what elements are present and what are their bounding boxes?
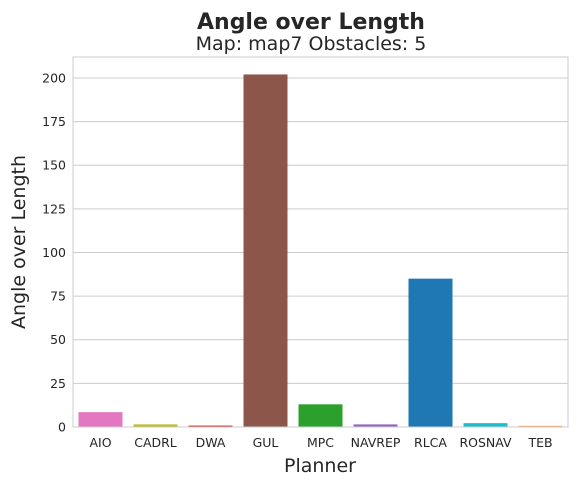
chart-subtitle: Map: map7 Obstacles: 5	[196, 33, 427, 55]
y-tick-label: 100	[42, 245, 66, 260]
y-tick-label: 200	[42, 70, 66, 85]
bar-teb	[518, 425, 563, 427]
bar-mpc	[298, 404, 343, 427]
y-tick-label: 0	[58, 420, 66, 435]
y-tick-label: 50	[50, 332, 66, 347]
x-tick-label-cadrl: CADRL	[134, 435, 177, 450]
bars	[78, 74, 563, 428]
bar-navrep	[353, 424, 398, 427]
chart-title: Angle over Length	[197, 10, 425, 35]
y-tick-label: 125	[42, 201, 66, 216]
x-tick-label-gul: GUL	[253, 435, 279, 450]
plot-frame	[72, 56, 569, 428]
bar-gul	[243, 74, 288, 428]
bar-dwa	[188, 425, 233, 427]
x-tick-label-rlca: RLCA	[414, 435, 447, 450]
y-tick-label: 175	[42, 114, 66, 129]
bar-rosnav	[463, 423, 508, 427]
x-tick-label-navrep: NAVREP	[351, 435, 401, 450]
x-axis-label: Planner	[284, 455, 356, 477]
x-tick-labels: AIO CADRL DWA GUL MPC NAVREP RLCA ROSNAV TEB	[89, 435, 552, 450]
y-tick-label: 150	[42, 158, 66, 173]
bar-aio	[78, 412, 123, 427]
x-tick-label-dwa: DWA	[196, 435, 226, 450]
x-tick-label-aio: AIO	[89, 435, 111, 450]
y-tick-labels: 0 25 50 75 100 125 150 175 200	[42, 70, 66, 434]
y-tick-label: 75	[50, 289, 66, 304]
gridlines	[73, 77, 568, 428]
y-axis-label: Angle over Length	[8, 155, 30, 329]
x-tick-label-teb: TEB	[527, 435, 552, 450]
bar-rlca	[408, 278, 453, 427]
bar-cadrl	[133, 424, 178, 427]
y-tick-label: 25	[50, 376, 66, 391]
x-tick-label-mpc: MPC	[307, 435, 334, 450]
x-tick-label-rosnav: ROSNAV	[459, 435, 512, 450]
